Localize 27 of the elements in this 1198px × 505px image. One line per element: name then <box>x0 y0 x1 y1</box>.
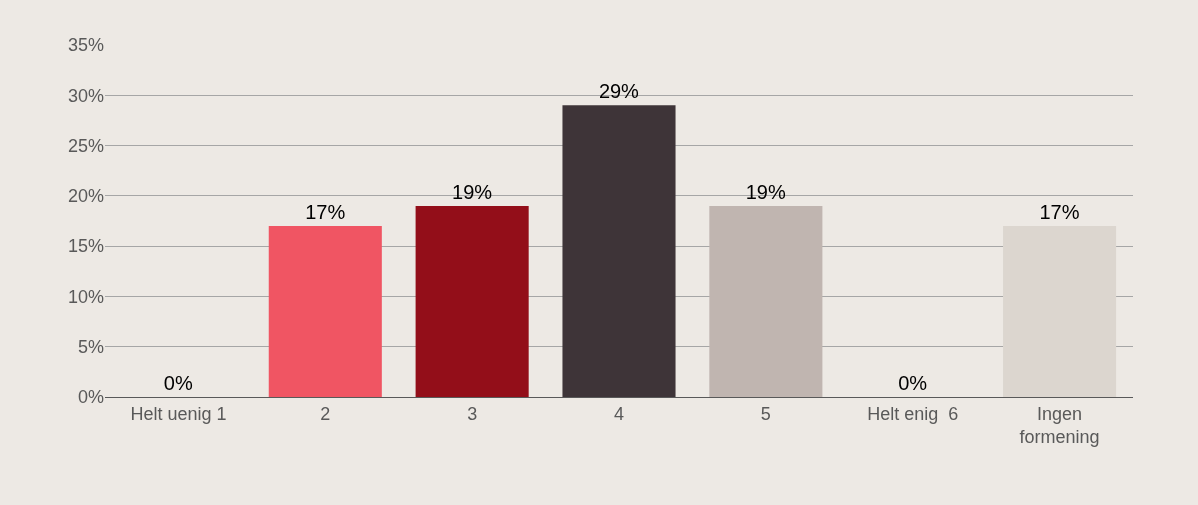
data-label: 19% <box>745 180 786 203</box>
y-tick-label: 30% <box>67 85 104 106</box>
x-tick-label: Ingen formening <box>1019 403 1100 447</box>
bar <box>709 205 823 397</box>
x-tick-label: Helt enig 6 <box>867 403 959 424</box>
data-label: 0% <box>163 372 193 394</box>
y-tick-label: 25% <box>67 135 104 156</box>
bar <box>1003 226 1117 397</box>
x-tick-label: 5 <box>760 403 771 424</box>
x-tick-label: 3 <box>467 403 478 424</box>
y-tick-label: 0% <box>77 387 104 408</box>
y-tick-label: 15% <box>67 236 104 257</box>
data-label: 19% <box>452 180 493 203</box>
y-tick-label: 20% <box>67 186 104 207</box>
y-tick-label: 5% <box>77 337 104 358</box>
bar <box>415 205 529 397</box>
data-label: 17% <box>1039 201 1080 224</box>
y-tick-label: 10% <box>67 286 104 307</box>
bar <box>268 226 382 397</box>
y-tick-label: 35% <box>67 35 104 56</box>
data-label: 17% <box>305 201 346 224</box>
data-label: 0% <box>898 372 928 394</box>
bar <box>562 105 676 397</box>
x-tick-label: 4 <box>613 403 625 424</box>
data-label: 29% <box>598 80 640 103</box>
x-tick-label: 2 <box>320 403 331 424</box>
x-tick-label: Helt uenig 1 <box>130 403 227 424</box>
